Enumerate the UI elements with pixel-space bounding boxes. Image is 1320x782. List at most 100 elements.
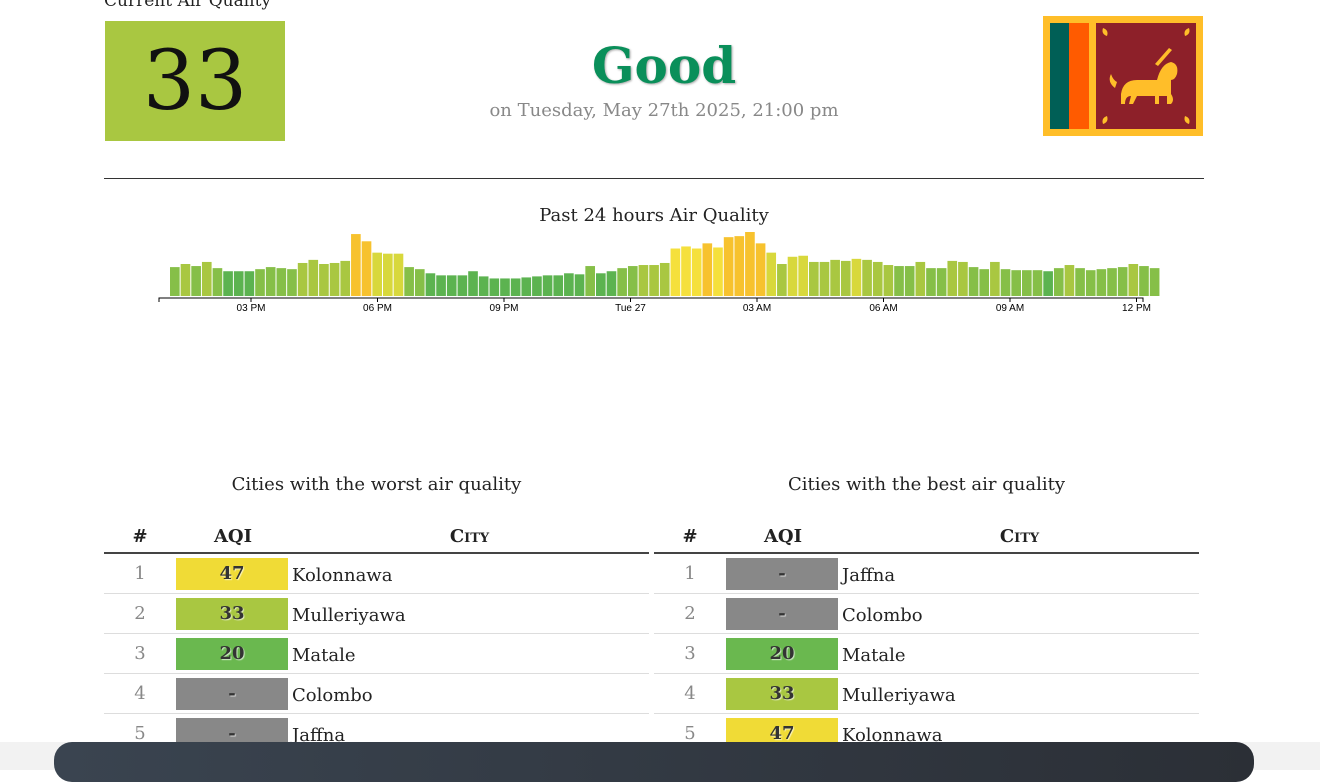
chart-bar[interactable] (404, 267, 414, 296)
chart-bar[interactable] (1011, 270, 1021, 296)
row-city-link[interactable]: Matale (840, 633, 1199, 674)
chart-bar[interactable] (936, 268, 947, 296)
chart-bar[interactable] (1107, 268, 1117, 296)
chart-bar[interactable] (457, 275, 468, 296)
chart-bar[interactable] (1139, 266, 1149, 296)
chart-bar[interactable] (361, 241, 372, 296)
row-city-link[interactable]: Matale (290, 633, 649, 674)
chart-bar[interactable] (1000, 269, 1011, 296)
chart-bar[interactable] (1022, 270, 1032, 296)
chart-bar[interactable] (617, 268, 627, 296)
chart-bar[interactable] (723, 237, 734, 296)
chart-bar[interactable] (574, 274, 585, 296)
chart-bar[interactable] (1128, 264, 1139, 296)
chart-bar[interactable] (244, 271, 255, 296)
chart-bar[interactable] (649, 265, 659, 296)
chart-bar[interactable] (1043, 271, 1053, 296)
chart-bar[interactable] (393, 253, 404, 296)
chart-bar[interactable] (894, 266, 904, 296)
row-city-link[interactable]: Jaffna (840, 553, 1199, 594)
chart-bar[interactable] (564, 273, 574, 296)
chart-bar[interactable] (489, 278, 500, 296)
chart-bar[interactable] (340, 260, 351, 296)
chart-bar[interactable] (979, 269, 990, 296)
chart-bar[interactable] (319, 264, 329, 296)
chart-bar[interactable] (542, 275, 553, 296)
chart-bar[interactable] (308, 259, 319, 296)
chart-bar[interactable] (606, 271, 617, 296)
chart-bar[interactable] (755, 243, 766, 296)
chart-bar[interactable] (372, 252, 382, 296)
chart-bar[interactable] (638, 265, 649, 296)
chart-bar[interactable] (1096, 269, 1107, 296)
chart-bar[interactable] (191, 266, 201, 296)
chart-bar[interactable] (1149, 268, 1160, 296)
chart-bar[interactable] (276, 268, 287, 296)
chart-bar[interactable] (659, 262, 670, 296)
row-city-link[interactable]: Kolonnawa (290, 553, 649, 594)
chart-bar[interactable] (532, 276, 542, 296)
chart-bar[interactable] (819, 261, 830, 296)
chart-bar[interactable] (180, 264, 191, 296)
chart-bar[interactable] (170, 267, 180, 296)
chart-bar[interactable] (223, 271, 233, 296)
chart-bar[interactable] (713, 247, 723, 296)
chart-bar[interactable] (212, 268, 223, 296)
chart-bar[interactable] (627, 266, 638, 296)
chart-bar[interactable] (990, 261, 1000, 296)
chart-bar[interactable] (862, 259, 872, 296)
chart-bar[interactable] (1085, 270, 1096, 296)
chart-bar[interactable] (521, 277, 532, 296)
chart-bar[interactable] (851, 258, 862, 296)
chart-bar[interactable] (840, 260, 851, 296)
chart-bar[interactable] (904, 266, 915, 296)
chart-bar[interactable] (1117, 267, 1128, 296)
chart-bar[interactable] (287, 269, 297, 296)
chart-bar[interactable] (926, 268, 936, 296)
row-city-link[interactable]: Colombo (840, 593, 1199, 634)
chart-bar[interactable] (585, 266, 595, 296)
chart-bar[interactable] (968, 267, 979, 296)
chart-bar[interactable] (1064, 265, 1075, 296)
chart-bar[interactable] (745, 232, 755, 296)
chart-bar[interactable] (734, 236, 745, 296)
chart-bar[interactable] (446, 275, 457, 296)
chart-bar[interactable] (255, 269, 265, 296)
chart-bar[interactable] (947, 260, 958, 296)
chart-bar[interactable] (915, 261, 926, 296)
chart-bar[interactable] (872, 261, 883, 296)
chart-bar[interactable] (596, 273, 606, 296)
chart-bar[interactable] (436, 275, 446, 296)
chart-bar[interactable] (414, 269, 425, 296)
chart-bar[interactable] (351, 234, 361, 296)
chart-bar[interactable] (1032, 270, 1043, 296)
chart-bar[interactable] (681, 246, 691, 296)
chart-bar[interactable] (1053, 268, 1064, 296)
chart-bar[interactable] (425, 273, 436, 296)
chart-bar[interactable] (777, 264, 787, 296)
chart-bar[interactable] (510, 278, 521, 296)
chart-bar[interactable] (883, 265, 894, 296)
chart-bar[interactable] (383, 253, 393, 296)
chart-bar[interactable] (691, 248, 702, 296)
chart-bar[interactable] (809, 261, 819, 296)
chart-bar[interactable] (329, 262, 340, 296)
row-city-link[interactable]: Mulleriyawa (290, 593, 649, 634)
chart-bar[interactable] (233, 271, 244, 296)
chart-bar[interactable] (478, 276, 489, 296)
chart-bar[interactable] (201, 261, 212, 296)
chart-bar[interactable] (830, 259, 840, 296)
chart-bar[interactable] (670, 248, 681, 296)
chart-bar[interactable] (553, 275, 564, 296)
chart-bar[interactable] (500, 278, 510, 296)
chart-bar[interactable] (798, 255, 808, 296)
chart-bar[interactable] (702, 243, 713, 296)
chart-bar[interactable] (468, 271, 478, 296)
chart-bar[interactable] (766, 252, 777, 296)
chart-bar[interactable] (297, 262, 308, 296)
chart-bar[interactable] (787, 256, 798, 296)
row-city-link[interactable]: Mulleriyawa (840, 673, 1199, 714)
chart-bar[interactable] (265, 267, 276, 296)
chart-bar[interactable] (1075, 268, 1085, 296)
chart-bar[interactable] (958, 261, 968, 296)
